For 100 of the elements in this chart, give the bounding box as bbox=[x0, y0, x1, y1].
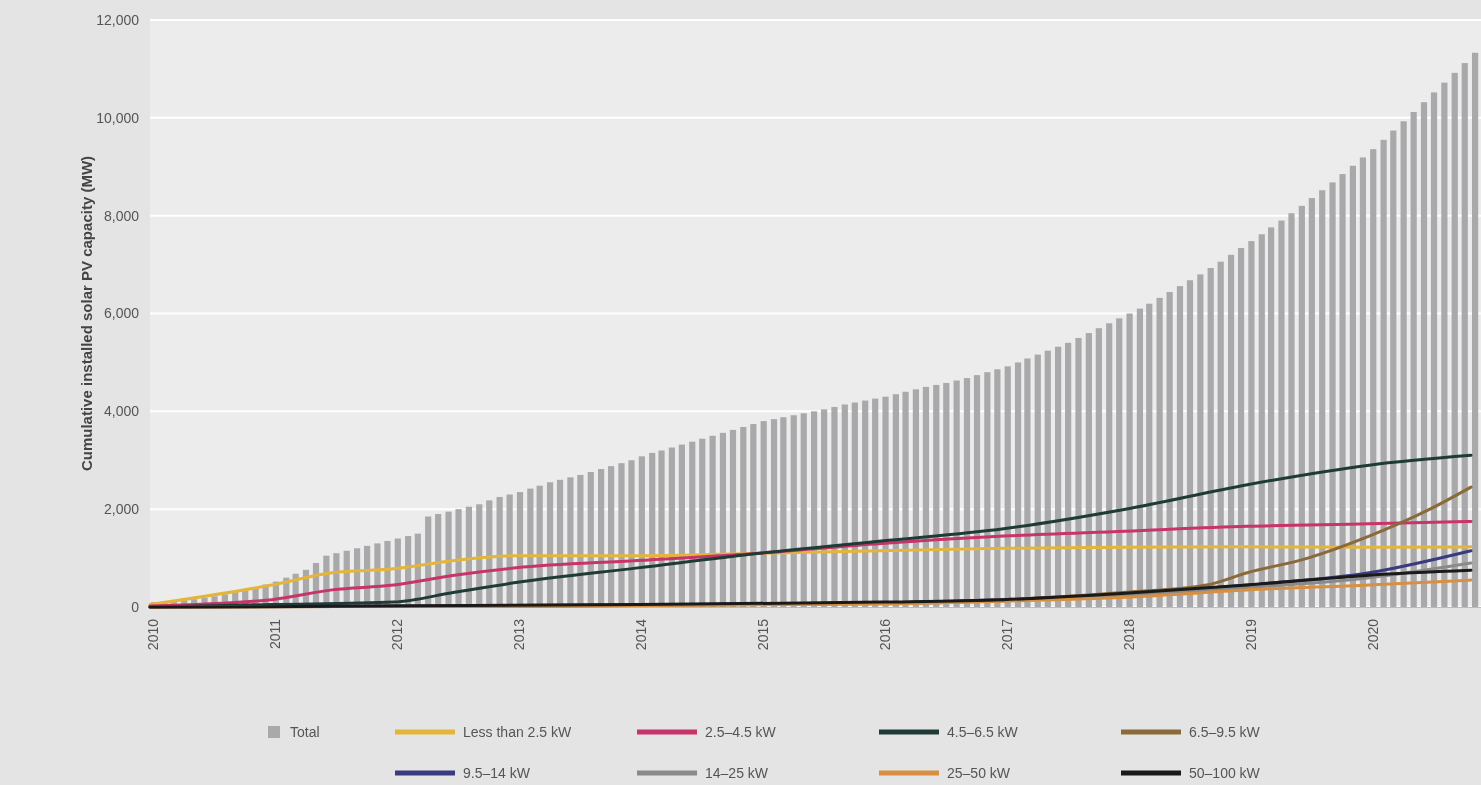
bar bbox=[1044, 350, 1051, 607]
bar bbox=[719, 432, 727, 607]
bar bbox=[1278, 220, 1285, 607]
bar bbox=[1014, 362, 1022, 607]
bar bbox=[1055, 346, 1062, 607]
bar bbox=[1004, 366, 1011, 607]
bar bbox=[973, 375, 981, 607]
bar bbox=[1106, 323, 1113, 607]
bar bbox=[1136, 308, 1144, 607]
bar bbox=[1095, 328, 1102, 607]
bar bbox=[1065, 342, 1072, 607]
x-tick-label: 2019 bbox=[1242, 618, 1259, 651]
bar bbox=[1370, 149, 1377, 607]
bar bbox=[1329, 182, 1336, 607]
bar bbox=[1410, 111, 1417, 607]
x-tick-label: 2014 bbox=[633, 618, 650, 651]
y-tick-label: 2,000 bbox=[103, 501, 140, 518]
bar bbox=[1197, 274, 1204, 607]
bar bbox=[841, 404, 848, 607]
bar bbox=[912, 389, 920, 607]
bar bbox=[1400, 121, 1407, 607]
bar bbox=[963, 378, 971, 607]
bar bbox=[1288, 213, 1295, 607]
y-tick-label: 12,000 bbox=[96, 11, 140, 28]
bar bbox=[760, 421, 767, 607]
bar bbox=[800, 413, 807, 607]
bar bbox=[1217, 261, 1224, 607]
bar bbox=[1207, 268, 1214, 607]
bar bbox=[1227, 254, 1235, 607]
bar bbox=[1146, 303, 1153, 607]
bar bbox=[729, 429, 737, 607]
bar bbox=[740, 426, 747, 607]
bar bbox=[831, 406, 838, 607]
legend-label: 50–100 kW bbox=[1189, 765, 1261, 781]
x-tick-label: 2012 bbox=[389, 618, 406, 651]
bar bbox=[1339, 174, 1346, 607]
bar bbox=[984, 372, 991, 607]
y-axis-title: Cumulative installed solar PV capacity (MW) bbox=[78, 155, 95, 472]
legend-label: Less than 2.5 kW bbox=[463, 724, 572, 740]
bar bbox=[1176, 286, 1184, 607]
bar bbox=[780, 417, 787, 607]
legend-label: 9.5–14 kW bbox=[463, 765, 531, 781]
y-tick-label: 8,000 bbox=[103, 207, 140, 224]
bar bbox=[1390, 130, 1397, 607]
bar bbox=[770, 419, 778, 607]
y-tick-label: 0 bbox=[131, 598, 140, 615]
legend-label: 2.5–4.5 kW bbox=[705, 724, 777, 740]
x-tick-label: 2013 bbox=[511, 618, 528, 651]
bar bbox=[1258, 234, 1265, 607]
x-tick-label: 2016 bbox=[876, 618, 893, 651]
legend-label: 6.5–9.5 kW bbox=[1189, 724, 1261, 740]
bar bbox=[1085, 333, 1092, 607]
bar bbox=[1237, 247, 1245, 607]
bar bbox=[994, 369, 1001, 607]
x-tick-label: 2018 bbox=[1120, 618, 1137, 651]
x-tick-label: 2020 bbox=[1364, 618, 1381, 651]
bar bbox=[1430, 92, 1438, 607]
bar bbox=[1024, 358, 1031, 607]
bar bbox=[1359, 157, 1367, 607]
bar bbox=[1471, 52, 1479, 607]
bar bbox=[1349, 165, 1357, 607]
legend-label: 14–25 kW bbox=[705, 765, 769, 781]
bar bbox=[1268, 227, 1275, 607]
bar bbox=[862, 400, 869, 607]
bar bbox=[1319, 190, 1326, 607]
bar bbox=[1380, 139, 1387, 607]
bar bbox=[821, 409, 828, 607]
bar bbox=[1248, 241, 1255, 607]
legend-label: 25–50 kW bbox=[947, 765, 1011, 781]
bar bbox=[933, 384, 940, 607]
bar bbox=[1308, 198, 1315, 607]
bar bbox=[810, 411, 818, 607]
bar bbox=[1126, 313, 1133, 607]
bar bbox=[892, 394, 899, 607]
x-tick-label: 2010 bbox=[145, 618, 162, 651]
y-tick-label: 6,000 bbox=[103, 305, 140, 322]
bar bbox=[1166, 291, 1173, 607]
bar bbox=[922, 386, 930, 607]
bar bbox=[1034, 354, 1041, 607]
x-tick-label: 2017 bbox=[999, 618, 1016, 651]
bar bbox=[1420, 102, 1428, 607]
y-tick-label: 4,000 bbox=[103, 403, 140, 420]
x-tick-label: 2011 bbox=[267, 618, 284, 650]
bar bbox=[790, 415, 797, 607]
legend-label: 4.5–6.5 kW bbox=[947, 724, 1019, 740]
bar bbox=[882, 396, 889, 607]
bar bbox=[943, 382, 950, 607]
bar bbox=[1441, 82, 1448, 607]
bar bbox=[1156, 297, 1163, 607]
bar bbox=[1075, 337, 1082, 607]
bar bbox=[1461, 63, 1468, 607]
bar bbox=[1116, 318, 1123, 607]
bar bbox=[902, 391, 909, 607]
bar bbox=[872, 398, 879, 607]
y-tick-label: 10,000 bbox=[96, 109, 140, 126]
bar bbox=[750, 424, 757, 607]
bar bbox=[953, 380, 960, 607]
bar bbox=[851, 402, 858, 607]
bar bbox=[1298, 205, 1305, 607]
x-tick-label: 2015 bbox=[754, 618, 771, 651]
